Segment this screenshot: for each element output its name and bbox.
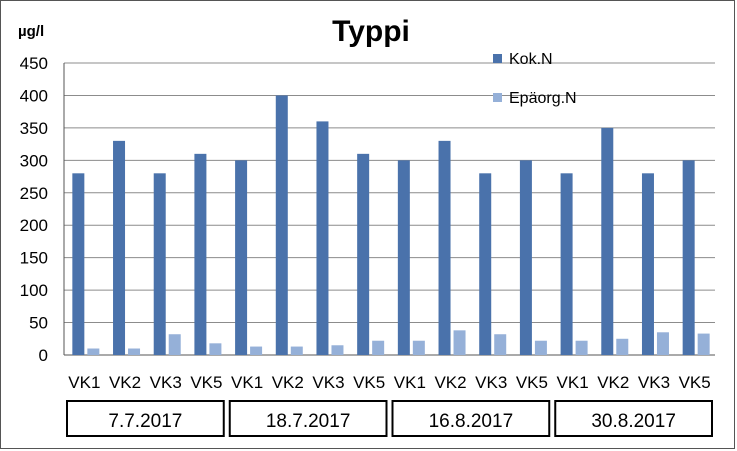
bar-kok-n-5 [275, 95, 288, 355]
bar-kok-n-1 [113, 140, 126, 355]
date-group-label-2: 16.8.2017 [429, 411, 514, 432]
bar-kok-n-2 [153, 173, 166, 355]
date-group-box-3 [554, 400, 713, 437]
bar-ep-org-n-15 [697, 333, 710, 355]
bar-ep-org-n-11 [534, 340, 547, 355]
bar-ep-org-n-12 [575, 340, 588, 355]
y-tick-label-50: 50 [29, 314, 48, 333]
bar-kok-n-10 [479, 173, 492, 355]
x-tick-label-13: VK2 [597, 373, 629, 392]
bar-kok-n-14 [641, 173, 654, 355]
x-tick-label-9: VK2 [434, 373, 466, 392]
chart-title: Typpi [332, 15, 410, 48]
x-axis-ticks: VK1 VK2 VK3 VK5 VK1 VK2 VK3 VK5 VK1 VK2 VK3 VK5 VK1 V… [68, 373, 710, 392]
y-axis-unit-label: µg/l [18, 23, 44, 40]
x-tick-label-1: VK2 [109, 373, 141, 392]
bars [72, 95, 710, 356]
bar-ep-org-n-5 [290, 346, 303, 355]
bar-kok-n-8 [397, 160, 410, 355]
y-tick-label-150: 150 [20, 249, 48, 268]
legend: Kok.N Epäorg.N [493, 51, 577, 107]
date-group-box-0 [66, 400, 225, 437]
x-tick-label-12: VK1 [557, 373, 589, 392]
y-tick-label-0: 0 [39, 346, 48, 365]
date-group-box-2 [391, 400, 551, 437]
y-tick-label-200: 200 [20, 216, 48, 235]
x-tick-label-5: VK2 [272, 373, 304, 392]
y-tick-label-450: 450 [20, 54, 48, 73]
bar-ep-org-n-6 [331, 345, 344, 355]
date-group-box-1 [228, 400, 388, 437]
bar-ep-org-n-8 [412, 340, 425, 355]
x-tick-label-3: VK5 [190, 373, 222, 392]
bar-ep-org-n-1 [128, 348, 141, 355]
bar-kok-n-7 [357, 153, 370, 355]
bar-kok-n-3 [194, 153, 207, 355]
bar-kok-n-9 [438, 140, 451, 355]
bar-ep-org-n-7 [372, 340, 385, 355]
bar-kok-n-6 [316, 121, 329, 356]
y-tick-label-350: 350 [20, 119, 48, 138]
bar-kok-n-11 [519, 160, 532, 355]
bar-kok-n-13 [601, 127, 614, 355]
bar-ep-org-n-4 [250, 346, 263, 355]
bar-kok-n-12 [560, 173, 573, 355]
date-group-label-3: 30.8.2017 [591, 411, 676, 432]
x-tick-label-10: VK3 [475, 373, 507, 392]
bar-kok-n-0 [72, 173, 85, 355]
date-group-label-0: 7.7.2017 [108, 411, 182, 432]
bar-ep-org-n-14 [656, 332, 669, 355]
date-group-label-1: 18.7.2017 [266, 411, 351, 432]
x-tick-label-6: VK3 [312, 373, 344, 392]
bar-ep-org-n-13 [616, 338, 629, 355]
date-group-boxes: 7.7.2017 18.7.2017 16.8.2017 30.8.2017 [66, 400, 713, 437]
x-tick-label-2: VK3 [150, 373, 182, 392]
x-tick-label-14: VK3 [638, 373, 670, 392]
bar-kok-n-15 [682, 160, 695, 355]
y-tick-label-250: 250 [20, 184, 48, 203]
x-tick-label-4: VK1 [231, 373, 263, 392]
legend-label-1: Epäorg.N [509, 90, 577, 107]
bar-ep-org-n-0 [87, 348, 100, 355]
legend-swatch-0 [493, 54, 502, 63]
y-tick-label-300: 300 [20, 151, 48, 170]
bar-ep-org-n-10 [494, 334, 507, 355]
x-tick-label-15: VK5 [679, 373, 711, 392]
y-tick-label-100: 100 [20, 281, 48, 300]
bar-ep-org-n-3 [209, 343, 222, 355]
bar-ep-org-n-9 [453, 330, 466, 355]
legend-label-0: Kok.N [509, 51, 553, 68]
y-axis-ticks: 0 50 100 150 200 250 300 350 400 450 [20, 54, 48, 365]
legend-swatch-1 [493, 93, 502, 102]
x-tick-label-8: VK1 [394, 373, 426, 392]
bar-kok-n-4 [235, 160, 248, 355]
x-tick-label-0: VK1 [68, 373, 100, 392]
y-tick-label-400: 400 [20, 86, 48, 105]
x-tick-label-7: VK5 [353, 373, 385, 392]
x-tick-label-11: VK5 [516, 373, 548, 392]
bar-ep-org-n-2 [168, 334, 181, 355]
